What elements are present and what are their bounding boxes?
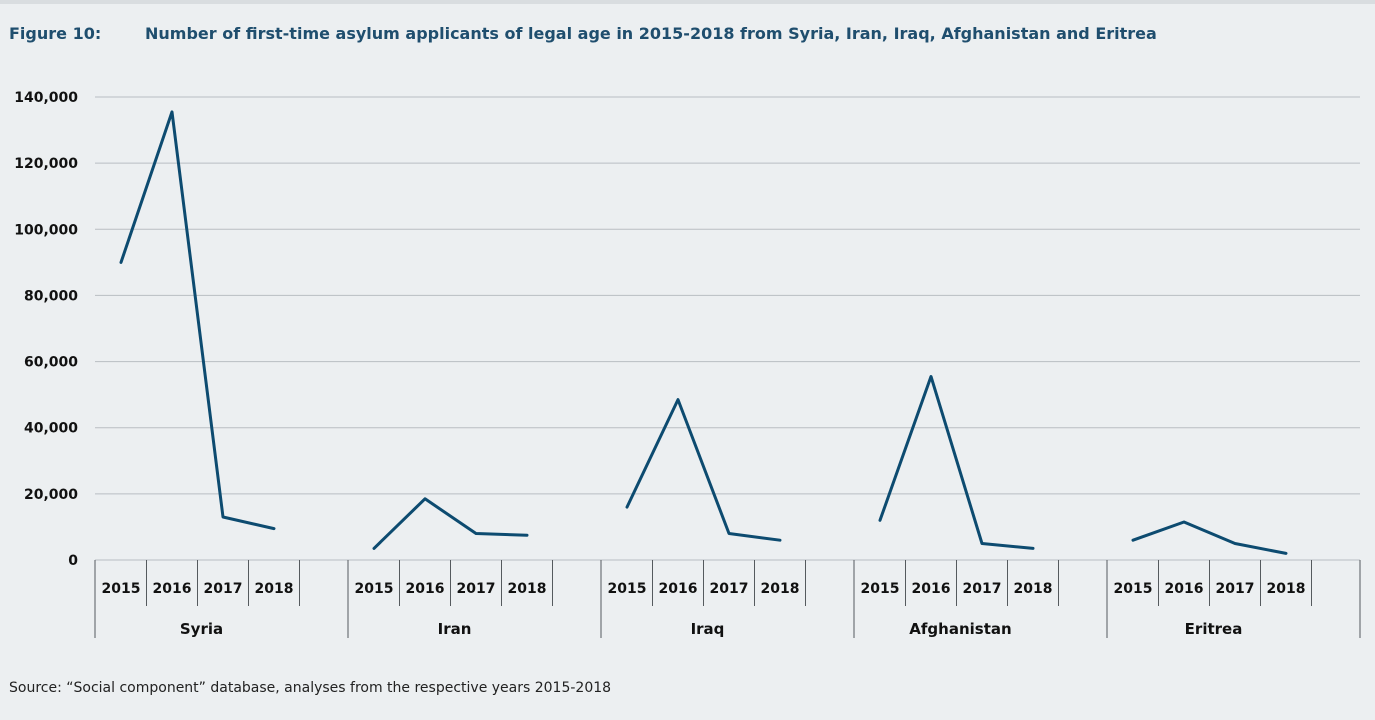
- year-tick-label: 2017: [204, 581, 243, 597]
- y-tick-label: 40,000: [24, 421, 78, 437]
- group-label: Syria: [180, 620, 223, 638]
- figure-header: Figure 10: Number of first-time asylum a…: [0, 0, 1375, 66]
- series-line-syria: [119, 110, 276, 531]
- figure-number: Figure 10:: [9, 24, 102, 43]
- year-tick-label: 2015: [1114, 581, 1153, 597]
- x-axis: 2015 2016 2017 2018 Syria 2015 2016 2017 2018 Ira…: [94, 559, 1361, 638]
- group-label: Iran: [438, 620, 472, 638]
- source-note: Source: “Social component” database, ana…: [9, 680, 612, 696]
- year-tick-label: 2018: [761, 581, 800, 597]
- year-tick-label: 2018: [1014, 581, 1053, 597]
- year-tick-label: 2016: [1165, 581, 1204, 597]
- series-line-iran: [372, 497, 529, 550]
- year-tick-label: 2017: [457, 581, 496, 597]
- figure-title: Number of first-time asylum applicants o…: [145, 24, 1157, 43]
- year-tick-label: 2015: [861, 581, 900, 597]
- group-label: Eritrea: [1185, 620, 1243, 638]
- y-tick-label: 0: [68, 553, 78, 569]
- year-tick-label: 2018: [1267, 581, 1306, 597]
- year-tick-label: 2015: [355, 581, 394, 597]
- group-label: Iraq: [691, 620, 725, 638]
- line-chart: 0 20,000 40,000 60,000 80,000 100,000 120,000 1…: [14, 90, 1361, 638]
- year-tick-label: 2017: [963, 581, 1002, 597]
- series-lines: [119, 110, 1288, 555]
- year-tick-label: 2016: [406, 581, 445, 597]
- year-tick-label: 2015: [608, 581, 647, 597]
- year-tick-label: 2016: [659, 581, 698, 597]
- year-tick-label: 2018: [508, 581, 547, 597]
- gridlines: [95, 96, 1360, 495]
- year-tick-label: 2017: [710, 581, 749, 597]
- y-tick-label: 120,000: [14, 156, 78, 172]
- series-line-iraq: [625, 398, 782, 542]
- year-tick-label: 2016: [912, 581, 951, 597]
- series-line-eritrea: [1131, 520, 1288, 555]
- y-tick-label: 140,000: [14, 90, 78, 106]
- y-tick-label: 20,000: [24, 487, 78, 503]
- group-label: Afghanistan: [909, 620, 1011, 638]
- y-tick-label: 100,000: [14, 222, 78, 238]
- year-tick-label: 2016: [153, 581, 192, 597]
- y-tick-label: 60,000: [24, 355, 78, 371]
- series-line-afghanistan: [878, 375, 1035, 550]
- year-tick-label: 2018: [255, 581, 294, 597]
- year-tick-label: 2017: [1216, 581, 1255, 597]
- y-axis: 0 20,000 40,000 60,000 80,000 100,000 120,000 1…: [14, 90, 78, 569]
- y-tick-label: 80,000: [24, 288, 78, 304]
- year-tick-label: 2015: [102, 581, 141, 597]
